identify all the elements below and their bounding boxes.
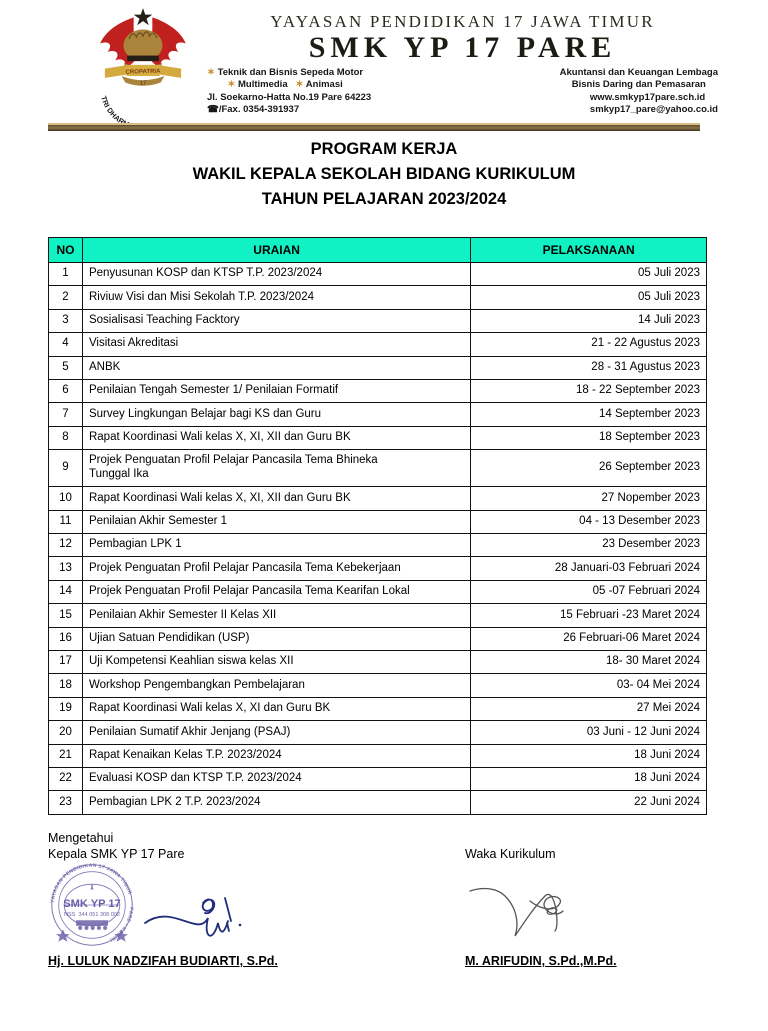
svg-text:SMK YP 17: SMK YP 17 bbox=[63, 898, 120, 910]
svg-text:CROPATRIA: CROPATRIA bbox=[125, 69, 161, 76]
svg-text:17: 17 bbox=[140, 80, 146, 86]
svg-text:NSS 344 051 308 002: NSS 344 051 308 002 bbox=[64, 912, 120, 918]
svg-text:♝: ♝ bbox=[89, 883, 96, 892]
